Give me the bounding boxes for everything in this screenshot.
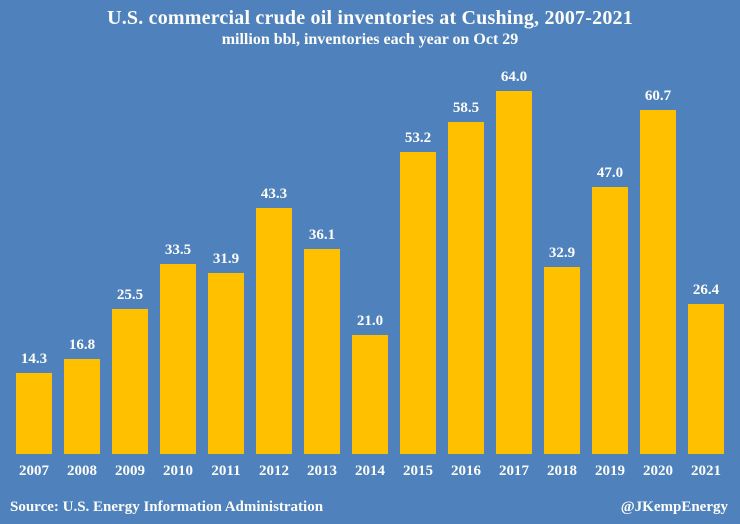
bar <box>304 249 340 454</box>
bar-value-label: 25.5 <box>116 287 144 303</box>
year-label: 2015 <box>403 463 433 479</box>
year-label: 2017 <box>499 463 529 479</box>
year-label: 2021 <box>691 463 721 479</box>
bar-value-label: 60.7 <box>644 88 672 104</box>
year-label: 2013 <box>307 463 337 479</box>
bar <box>256 208 292 454</box>
year-label: 2011 <box>211 463 241 479</box>
bar <box>640 110 676 454</box>
bar-value-label: 36.1 <box>308 227 336 243</box>
bar-column: 47.0 2019 <box>586 60 634 480</box>
chart-title: U.S. commercial crude oil inventories at… <box>107 7 633 29</box>
bar <box>496 91 532 454</box>
bar <box>352 335 388 454</box>
bar-column: 31.9 2011 <box>202 60 250 480</box>
year-label: 2020 <box>643 463 673 479</box>
bar-value-label: 16.8 <box>68 337 96 353</box>
bar <box>208 273 244 454</box>
bar <box>160 264 196 454</box>
bar-column: 64.0 2017 <box>490 60 538 480</box>
bar <box>400 152 436 454</box>
bar-column: 16.8 2008 <box>58 60 106 480</box>
bar-column: 53.2 2015 <box>394 60 442 480</box>
chart-footer: Source: U.S. Energy Information Administ… <box>10 499 728 516</box>
year-label: 2007 <box>19 463 49 479</box>
year-label: 2018 <box>547 463 577 479</box>
bar-column: 33.5 2010 <box>154 60 202 480</box>
bar-value-label: 47.0 <box>596 165 624 181</box>
year-label: 2014 <box>355 463 385 479</box>
year-label: 2019 <box>595 463 625 479</box>
bar-value-label: 14.3 <box>20 351 48 367</box>
bar <box>448 122 484 454</box>
bar-chart: 14.3 2007 16.8 2008 25.5 2009 33.5 2010 31.9 2011… <box>10 60 730 480</box>
year-label: 2016 <box>451 463 481 479</box>
bar-column: 60.7 2020 <box>634 60 682 480</box>
chart-subtitle: million bbl, inventories each year on Oc… <box>221 31 519 48</box>
year-label: 2012 <box>259 463 289 479</box>
bar <box>544 267 580 454</box>
year-label: 2010 <box>163 463 193 479</box>
year-label: 2008 <box>67 463 97 479</box>
bar-column: 14.3 2007 <box>10 60 58 480</box>
bar-column: 58.5 2016 <box>442 60 490 480</box>
bar-value-label: 53.2 <box>404 130 432 146</box>
bar-value-label: 33.5 <box>164 242 192 258</box>
source-credit: Source: U.S. Energy Information Administ… <box>10 499 324 515</box>
bar <box>112 309 148 454</box>
chart-header: U.S. commercial crude oil inventories at… <box>0 0 740 49</box>
bar-column: 21.0 2014 <box>346 60 394 480</box>
bar-column: 26.4 2021 <box>682 60 730 480</box>
bar-column: 25.5 2009 <box>106 60 154 480</box>
bar-column: 32.9 2018 <box>538 60 586 480</box>
bar-value-label: 58.5 <box>452 100 480 116</box>
author-handle: @JKempEnergy <box>620 499 728 515</box>
bar <box>688 304 724 454</box>
bar-value-label: 26.4 <box>692 282 720 298</box>
bar-column: 43.3 2012 <box>250 60 298 480</box>
bar-column: 36.1 2013 <box>298 60 346 480</box>
bar-value-label: 32.9 <box>548 245 576 261</box>
bar-value-label: 43.3 <box>260 186 288 202</box>
bar <box>64 359 100 454</box>
bar-value-label: 21.0 <box>356 313 384 329</box>
bar <box>16 373 52 454</box>
bar-value-label: 64.0 <box>500 69 528 85</box>
bar <box>592 187 628 454</box>
bar-value-label: 31.9 <box>212 251 240 267</box>
year-label: 2009 <box>115 463 145 479</box>
